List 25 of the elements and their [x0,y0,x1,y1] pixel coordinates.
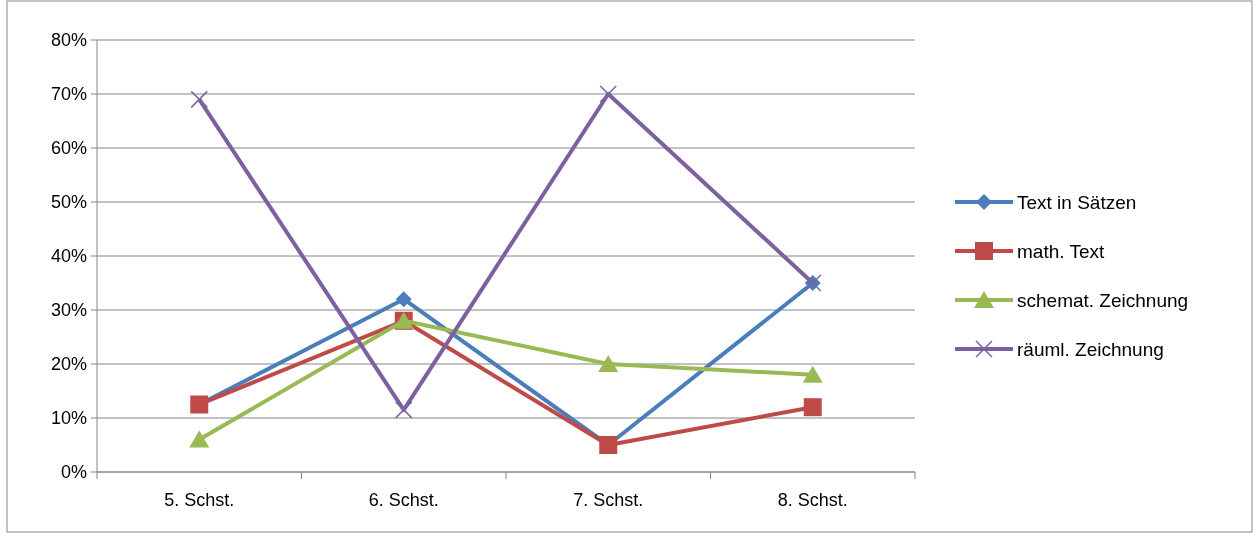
y-tick-label: 60% [50,138,87,159]
legend-label: Text in Sätzen [1017,191,1137,213]
y-tick-label: 10% [50,408,87,429]
legend-label: räuml. Zeichnung [1017,338,1164,360]
point [802,365,823,383]
y-tick-label: 0% [60,462,87,483]
legend-label: math. Text [1017,240,1106,262]
x-tick-label: 7. Schst. [573,490,644,510]
y-tick-label: 40% [50,246,87,267]
legend-label: schemat. Zeichnung [1017,289,1189,311]
y-tick-label: 80% [50,30,87,51]
y-tick-label: 50% [50,192,87,213]
point [395,291,412,308]
point [190,90,208,109]
y-tick-label: 70% [50,84,87,105]
point [189,430,210,448]
point [599,85,617,103]
y-tick-label: 20% [50,354,87,375]
x-tick-label: 6. Schst. [368,490,439,510]
x-tick-label: 8. Schst. [777,490,848,510]
x-tick-label: 5. Schst. [164,490,235,510]
point [803,398,822,417]
y-tick-label: 30% [50,300,87,321]
point [395,401,413,419]
point [598,355,619,372]
